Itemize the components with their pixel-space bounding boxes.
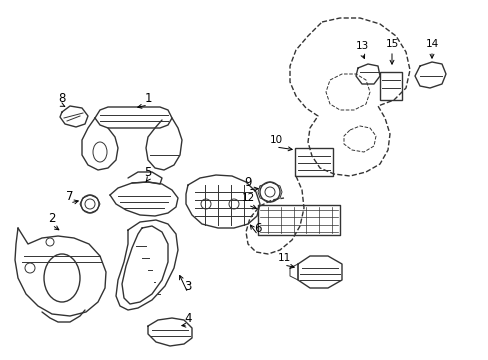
Text: 12: 12 <box>241 193 254 203</box>
Text: 5: 5 <box>144 166 151 179</box>
Text: 13: 13 <box>355 41 368 51</box>
Text: 2: 2 <box>48 211 56 225</box>
Text: 10: 10 <box>269 135 282 145</box>
Text: 15: 15 <box>385 39 398 49</box>
Text: 11: 11 <box>277 253 290 263</box>
Text: 6: 6 <box>254 221 261 234</box>
Text: 9: 9 <box>244 176 251 189</box>
Text: 14: 14 <box>425 39 438 49</box>
Text: 3: 3 <box>184 279 191 292</box>
Bar <box>294 148 332 176</box>
Text: 1: 1 <box>144 91 151 104</box>
Text: 4: 4 <box>184 311 191 324</box>
Text: 7: 7 <box>66 189 74 202</box>
Bar <box>379 72 401 100</box>
Text: 8: 8 <box>58 91 65 104</box>
